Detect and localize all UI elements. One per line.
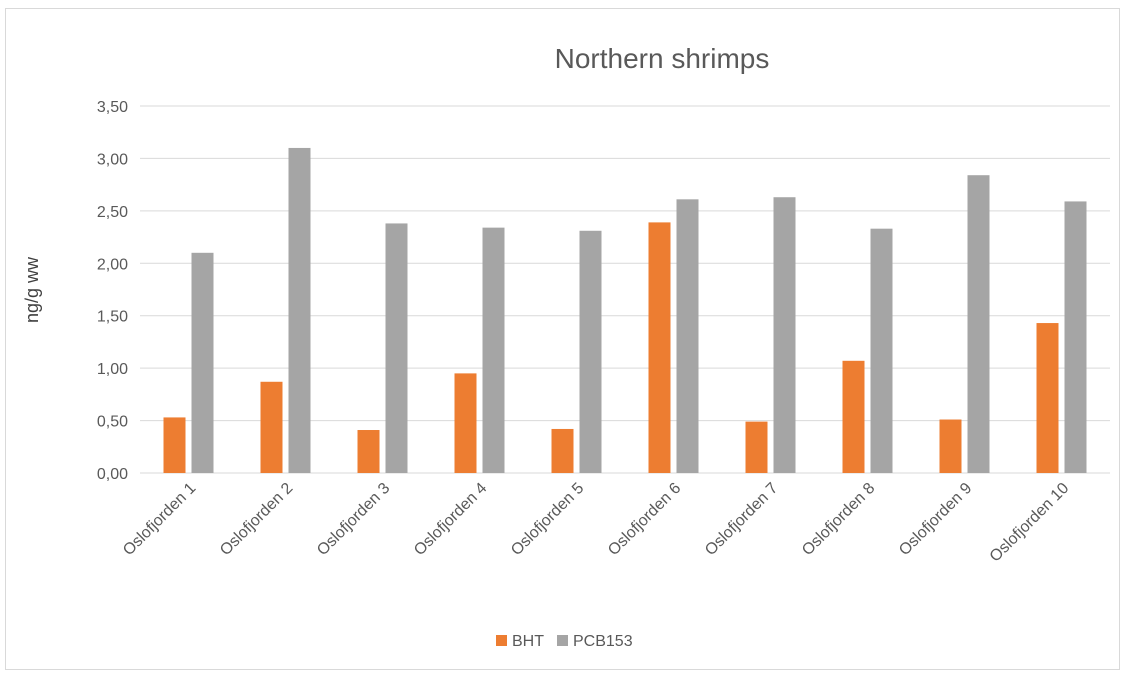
legend-label-pcb153: PCB153 (573, 633, 633, 650)
x-tick-label: Oslofjorden 9 (896, 480, 975, 559)
y-tick-label: 3,00 (97, 151, 128, 168)
bar-pcb153-3 (385, 223, 408, 473)
y-tick-labels: 0,00 0,50 1,00 1,50 2,00 2,50 3,00 3,50 (97, 99, 128, 483)
bar-pcb153-10 (1064, 201, 1087, 474)
x-tick-label: Oslofjorden 10 (987, 480, 1073, 566)
chart-title: Northern shrimps (555, 43, 770, 74)
x-tick-label: Oslofjorden 8 (799, 480, 878, 559)
bar-pcb153-6 (676, 199, 699, 473)
bar-bht-5 (551, 428, 574, 473)
bar-pcb153-7 (773, 197, 796, 473)
x-tick-label: Oslofjorden 4 (411, 480, 490, 559)
bar-bht-7 (745, 421, 768, 473)
bar-bht-9 (939, 419, 962, 473)
x-tick-label: Oslofjorden 7 (702, 480, 781, 559)
bar-bht-6 (648, 222, 671, 473)
legend: BHT PCB153 (496, 633, 633, 650)
bars (163, 147, 1087, 474)
x-tick-label: Oslofjorden 1 (120, 480, 199, 559)
bar-pcb153-8 (870, 228, 893, 473)
legend-swatch-bht (496, 635, 507, 646)
x-tick-label: Oslofjorden 3 (314, 480, 393, 559)
x-tick-label: Oslofjorden 6 (605, 480, 684, 559)
bar-bht-3 (357, 430, 380, 473)
bar-bht-8 (842, 360, 865, 473)
bar-pcb153-2 (288, 147, 311, 473)
bar-pcb153-5 (579, 230, 602, 473)
bar-bht-4 (454, 373, 477, 473)
legend-label-bht: BHT (512, 633, 544, 650)
y-tick-label: 2,00 (97, 256, 128, 273)
bar-pcb153-1 (191, 252, 214, 473)
bar-bht-2 (260, 381, 283, 473)
y-tick-label: 1,00 (97, 361, 128, 378)
bar-pcb153-9 (967, 175, 990, 473)
gridlines (140, 105, 1110, 474)
x-tick-label: Oslofjorden 5 (508, 480, 587, 559)
chart-frame (5, 8, 1120, 670)
y-axis-title: ng/g ww (22, 256, 42, 323)
x-tick-label: Oslofjorden 2 (217, 480, 296, 559)
y-tick-label: 3,50 (97, 99, 128, 116)
y-tick-label: 0,00 (97, 466, 128, 483)
bar-bht-1 (163, 417, 186, 473)
bar-pcb153-4 (482, 227, 505, 473)
y-tick-label: 0,50 (97, 414, 128, 431)
y-tick-label: 2,50 (97, 204, 128, 221)
legend-swatch-pcb153 (557, 635, 568, 646)
bar-bht-10 (1036, 323, 1059, 473)
y-tick-label: 1,50 (97, 309, 128, 326)
